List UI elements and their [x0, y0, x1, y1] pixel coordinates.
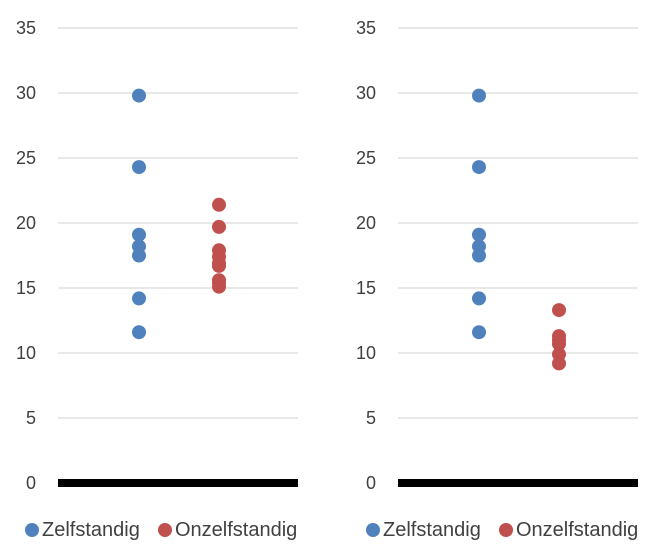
y-tick-label: 0: [26, 473, 36, 493]
y-tick-label: 10: [16, 343, 36, 363]
data-point-zelfstandig: [132, 160, 146, 175]
legend-label-zelfstandig: Zelfstandig: [383, 519, 481, 541]
data-point-onzelfstandig: [212, 219, 226, 234]
data-point-onzelfstandig: [212, 258, 226, 273]
data-point-zelfstandig: [472, 325, 486, 340]
y-tick-label: 20: [16, 213, 36, 233]
legend-label-onzelfstandig: Onzelfstandig: [175, 519, 297, 541]
data-point-onzelfstandig: [552, 356, 566, 371]
data-point-zelfstandig: [472, 291, 486, 306]
data-point-zelfstandig: [132, 291, 146, 306]
y-tick-label: 15: [16, 278, 36, 298]
data-point-zelfstandig: [472, 248, 486, 263]
data-point-zelfstandig: [132, 248, 146, 263]
legend-marker-zelfstandig: [366, 523, 380, 537]
data-point-zelfstandig: [132, 88, 146, 103]
y-tick-label: 0: [366, 473, 376, 493]
y-tick-label: 10: [356, 343, 376, 363]
legend-marker-zelfstandig: [25, 523, 39, 537]
data-point-onzelfstandig: [552, 336, 566, 351]
y-tick-label: 35: [16, 18, 36, 38]
data-point-zelfstandig: [132, 325, 146, 340]
y-tick-label: 25: [356, 148, 376, 168]
chart-panel-1: 0 5 10 15 20 25 30 35 Zelfstandig Onzelfstandig: [16, 18, 298, 541]
y-tick-label: 30: [16, 83, 36, 103]
y-tick-label: 5: [26, 408, 36, 428]
legend-marker-onzelfstandig: [499, 523, 513, 537]
y-tick-label: 35: [356, 18, 376, 38]
y-tick-label: 25: [16, 148, 36, 168]
data-point-onzelfstandig: [212, 279, 226, 294]
chart-panel-2: 0 5 10 15 20 25 30 35 Zelfstandig Onzelfstandig: [356, 18, 638, 541]
data-point-zelfstandig: [472, 160, 486, 175]
y-tick-label: 15: [356, 278, 376, 298]
y-tick-label: 20: [356, 213, 376, 233]
data-point-onzelfstandig: [552, 303, 566, 318]
y-tick-label: 30: [356, 83, 376, 103]
data-point-zelfstandig: [132, 227, 146, 242]
legend-label-onzelfstandig: Onzelfstandig: [516, 519, 638, 541]
y-tick-label: 5: [366, 408, 376, 428]
legend-label-zelfstandig: Zelfstandig: [42, 519, 140, 541]
data-point-zelfstandig: [472, 88, 486, 103]
data-point-zelfstandig: [472, 227, 486, 242]
data-point-onzelfstandig: [212, 197, 226, 212]
legend-marker-onzelfstandig: [158, 523, 172, 537]
